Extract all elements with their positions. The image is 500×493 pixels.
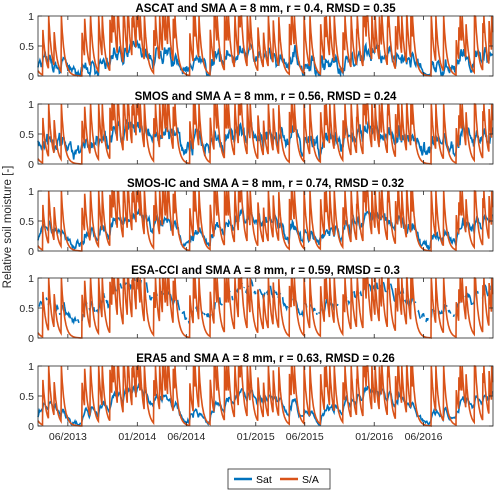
panel-title: ERA5 and SMA A = 8 mm, r = 0.63, RMSD = …: [136, 353, 395, 365]
x-tick-label: 06/2014: [167, 431, 205, 443]
y-tick-label: 0: [28, 333, 34, 345]
series-line-sa: [37, 15, 494, 78]
y-tick-label: 1: [28, 11, 34, 23]
legend: Sat S/A: [227, 468, 331, 490]
y-tick-label: 0: [28, 71, 34, 83]
panel-3: SMOS-IC and SMA A = 8 mm, r = 0.74, RMSD…: [19, 178, 494, 258]
panel-title: ASCAT and SMA A = 8 mm, r = 0.4, RMSD = …: [135, 3, 396, 15]
y-tick-label: 0: [28, 159, 34, 171]
x-tick-label: 01/2015: [237, 431, 275, 443]
series-line-sa: [37, 190, 494, 253]
y-tick-label: 0.5: [19, 303, 34, 315]
y-tick-label: 0.5: [19, 41, 34, 53]
y-tick-label: 0.5: [19, 391, 34, 403]
y-tick-label: 1: [28, 186, 34, 198]
y-tick-label: 1: [28, 361, 34, 373]
x-tick-label: 06/2015: [286, 431, 324, 443]
panel-4: ESA-CCI and SMA A = 8 mm, r = 0.59, RMSD…: [19, 265, 494, 345]
x-tick-label: 01/2014: [118, 431, 156, 443]
legend-label-sa: S/A: [302, 474, 319, 486]
panel-1: ASCAT and SMA A = 8 mm, r = 0.4, RMSD = …: [19, 3, 494, 83]
series-line-sa: [37, 103, 494, 166]
y-tick-label: 1: [28, 99, 34, 111]
panel-title: ESA-CCI and SMA A = 8 mm, r = 0.59, RMSD…: [131, 265, 400, 277]
panel-title: SMOS-IC and SMA A = 8 mm, r = 0.74, RMSD…: [127, 178, 404, 190]
x-tick-label: 06/2013: [49, 431, 87, 443]
panel-title: SMOS and SMA A = 8 mm, r = 0.56, RMSD = …: [135, 91, 397, 103]
y-tick-label: 0.5: [19, 129, 34, 141]
y-tick-label: 0: [28, 246, 34, 258]
y-axis-label: Relative soil moisture [-]: [2, 166, 14, 289]
series-line-sa: [37, 365, 494, 428]
y-tick-label: 1: [28, 273, 34, 285]
legend-label-sat: Sat: [256, 474, 272, 486]
panel-2: SMOS and SMA A = 8 mm, r = 0.56, RMSD = …: [19, 91, 494, 171]
legend-box: [227, 468, 331, 490]
panel-5: ERA5 and SMA A = 8 mm, r = 0.63, RMSD = …: [19, 353, 494, 443]
series-line-sa: [37, 277, 494, 340]
x-tick-label: 01/2016: [355, 431, 393, 443]
x-tick-label: 06/2016: [405, 431, 443, 443]
y-tick-label: 0.5: [19, 216, 34, 228]
panels-group: ASCAT and SMA A = 8 mm, r = 0.4, RMSD = …: [19, 3, 494, 443]
y-tick-label: 0: [28, 421, 34, 433]
